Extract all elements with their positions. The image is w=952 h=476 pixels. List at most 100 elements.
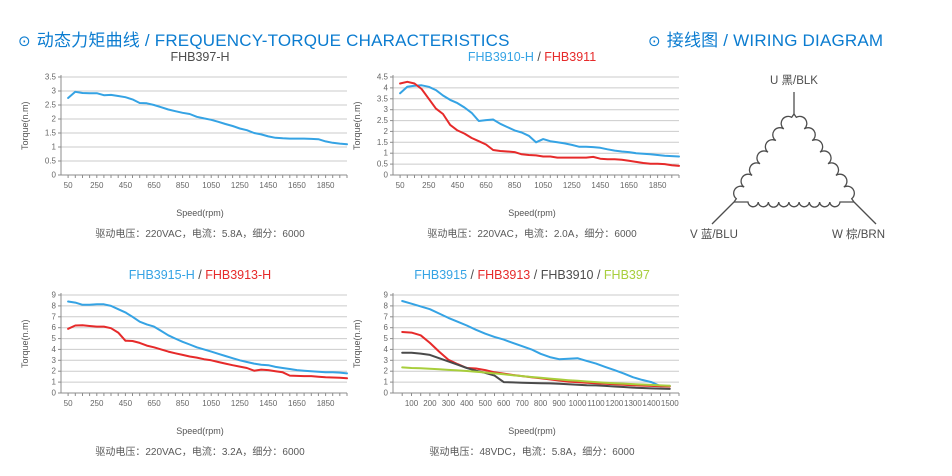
svg-text:1050: 1050 <box>202 181 220 190</box>
y-axis-label: Torque(n.m) <box>352 101 362 151</box>
svg-text:1400: 1400 <box>642 399 660 408</box>
svg-text:7: 7 <box>384 312 389 321</box>
section-title-text: 动态力矩曲线 / FREQUENCY-TORQUE CHARACTERISTIC… <box>36 31 510 50</box>
section-title-text: 接线图 / WIRING DIAGRAM <box>666 31 884 50</box>
svg-text:9: 9 <box>52 291 57 300</box>
svg-text:1.5: 1.5 <box>377 138 389 147</box>
chart-caption: 驱动电压：220VAC，电流：5.8A，细分：6000 <box>95 229 305 240</box>
chart-plot: 0 1 2 3 4 5 6 7 89 50 250 450 650 850 1050 1250 1450 1650… <box>52 291 348 408</box>
svg-text:6: 6 <box>52 323 57 332</box>
svg-text:2: 2 <box>52 115 57 124</box>
section-bullet-icon: ⊙ <box>18 33 31 50</box>
svg-text:0.5: 0.5 <box>45 157 57 166</box>
svg-text:600: 600 <box>497 399 511 408</box>
svg-text:0: 0 <box>52 171 57 180</box>
svg-text:0: 0 <box>384 171 389 180</box>
svg-text:1450: 1450 <box>591 181 609 190</box>
svg-text:4: 4 <box>384 345 389 354</box>
svg-text:2: 2 <box>384 367 389 376</box>
svg-text:1250: 1250 <box>563 181 581 190</box>
svg-text:50: 50 <box>64 181 73 190</box>
svg-text:1100: 1100 <box>587 399 605 408</box>
chart-title: FHB3915 / FHB3913 / FHB3910 / FHB397 <box>414 268 650 282</box>
svg-text:0: 0 <box>52 389 57 398</box>
svg-text:9: 9 <box>384 291 389 300</box>
svg-text:3: 3 <box>384 105 389 114</box>
section-bullet-icon: ⊙ <box>648 33 661 50</box>
svg-text:1850: 1850 <box>317 399 335 408</box>
svg-text:1250: 1250 <box>231 399 249 408</box>
wiring-diagram: U 黑/BLK V 蓝/BLU W 棕/BRN <box>690 62 930 252</box>
svg-text:1: 1 <box>384 378 389 387</box>
svg-text:1450: 1450 <box>259 399 277 408</box>
svg-text:1650: 1650 <box>620 181 638 190</box>
svg-text:450: 450 <box>451 181 465 190</box>
chart-plot: 0 0.5 1 1.5 2 2.5 3 3.5 50 250 450 650 850 1050 1250 14… <box>45 73 348 190</box>
svg-text:1850: 1850 <box>649 181 667 190</box>
charts-grid: FHB397-H Torque(n.m) 0 0.5 1 1.5 2 2.5 3 3.5 50 2… <box>20 50 684 458</box>
svg-text:1050: 1050 <box>534 181 552 190</box>
svg-text:100: 100 <box>405 399 419 408</box>
svg-text:0.5: 0.5 <box>377 160 389 169</box>
x-axis-label: Speed(rpm) <box>508 208 556 218</box>
chart-fhb3910-h-fhb3911: FHB3910-H / FHB3911 Torque(n.m) 0 0.5 1 1.5… <box>352 50 684 240</box>
svg-text:1250: 1250 <box>231 181 249 190</box>
svg-text:250: 250 <box>422 181 436 190</box>
svg-text:5: 5 <box>52 334 57 343</box>
y-axis-label: Torque(n.m) <box>20 101 30 151</box>
svg-text:1.5: 1.5 <box>45 129 57 138</box>
terminal-label-v: V 蓝/BLU <box>690 229 738 241</box>
y-axis-label: Torque(n.m) <box>20 319 30 369</box>
svg-text:500: 500 <box>479 399 493 408</box>
svg-text:3.5: 3.5 <box>377 94 389 103</box>
x-axis-label: Speed(rpm) <box>176 208 224 218</box>
chart-title: FHB397-H <box>170 50 230 64</box>
y-axis-label: Torque(n.m) <box>352 319 362 369</box>
delta-winding-icon <box>711 92 877 225</box>
svg-text:4: 4 <box>384 83 389 92</box>
svg-text:1300: 1300 <box>624 399 642 408</box>
section-title-torque-curves: ⊙ 动态力矩曲线 / FREQUENCY-TORQUE CHARACTERISTI… <box>18 26 510 51</box>
svg-text:850: 850 <box>176 399 190 408</box>
section-title-wiring-diagram: ⊙ 接线图 / WIRING DIAGRAM <box>648 26 883 51</box>
terminal-label-w: W 棕/BRN <box>832 229 886 241</box>
svg-text:250: 250 <box>90 399 104 408</box>
svg-text:2: 2 <box>384 127 389 136</box>
svg-text:850: 850 <box>176 181 190 190</box>
chart-plot: 0 1 2 3 4 5 6 7 89 100 200 300 400 500 600 700 800 900 100… <box>384 291 680 408</box>
svg-text:4.5: 4.5 <box>377 73 389 82</box>
svg-text:850: 850 <box>508 181 522 190</box>
svg-text:1: 1 <box>52 143 57 152</box>
chart-title: FHB3915-H / FHB3913-H <box>128 268 272 282</box>
svg-text:1200: 1200 <box>605 399 623 408</box>
svg-text:7: 7 <box>52 312 57 321</box>
svg-text:200: 200 <box>423 399 437 408</box>
svg-text:450: 450 <box>119 181 133 190</box>
svg-text:800: 800 <box>534 399 548 408</box>
svg-text:50: 50 <box>64 399 73 408</box>
svg-text:1: 1 <box>52 378 57 387</box>
svg-text:2: 2 <box>52 367 57 376</box>
x-axis-label: Speed(rpm) <box>176 426 224 436</box>
svg-text:700: 700 <box>515 399 529 408</box>
svg-text:650: 650 <box>479 181 493 190</box>
svg-text:1650: 1650 <box>288 181 306 190</box>
svg-text:250: 250 <box>90 181 104 190</box>
svg-text:900: 900 <box>552 399 566 408</box>
svg-text:0: 0 <box>384 389 389 398</box>
svg-text:5: 5 <box>384 334 389 343</box>
chart-plot: 0 0.5 1 1.5 2 2.5 3 3.5 44.5 50 250 450 650 850 1050 12… <box>377 73 680 190</box>
svg-text:1850: 1850 <box>317 181 335 190</box>
svg-text:8: 8 <box>52 301 57 310</box>
svg-text:6: 6 <box>384 323 389 332</box>
svg-text:1000: 1000 <box>569 399 587 408</box>
svg-text:650: 650 <box>147 181 161 190</box>
svg-text:3: 3 <box>384 356 389 365</box>
svg-text:4: 4 <box>52 345 57 354</box>
x-axis-label: Speed(rpm) <box>508 426 556 436</box>
chart-caption: 驱动电压：220VAC，电流：2.0A，细分：6000 <box>427 229 637 240</box>
svg-text:450: 450 <box>119 399 133 408</box>
chart-caption: 驱动电压：220VAC，电流：3.2A，细分：6000 <box>95 447 305 458</box>
